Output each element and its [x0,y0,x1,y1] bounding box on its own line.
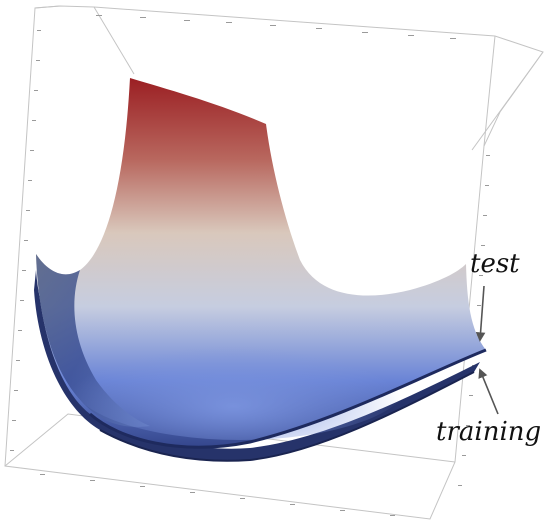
basin-glow [70,320,410,440]
training-arrow [478,368,499,415]
surface-front-edge [89,348,487,449]
bottom-axis-ticks [40,474,395,516]
bounding-box [4,5,544,520]
left-axis-ticks [10,30,41,451]
top-axis-ticks [96,15,456,39]
training-label: training [436,417,541,447]
test-label: test [470,249,520,279]
surface-side-fold [36,254,150,427]
training-front-edge [99,371,475,462]
test-arrow [475,285,486,342]
